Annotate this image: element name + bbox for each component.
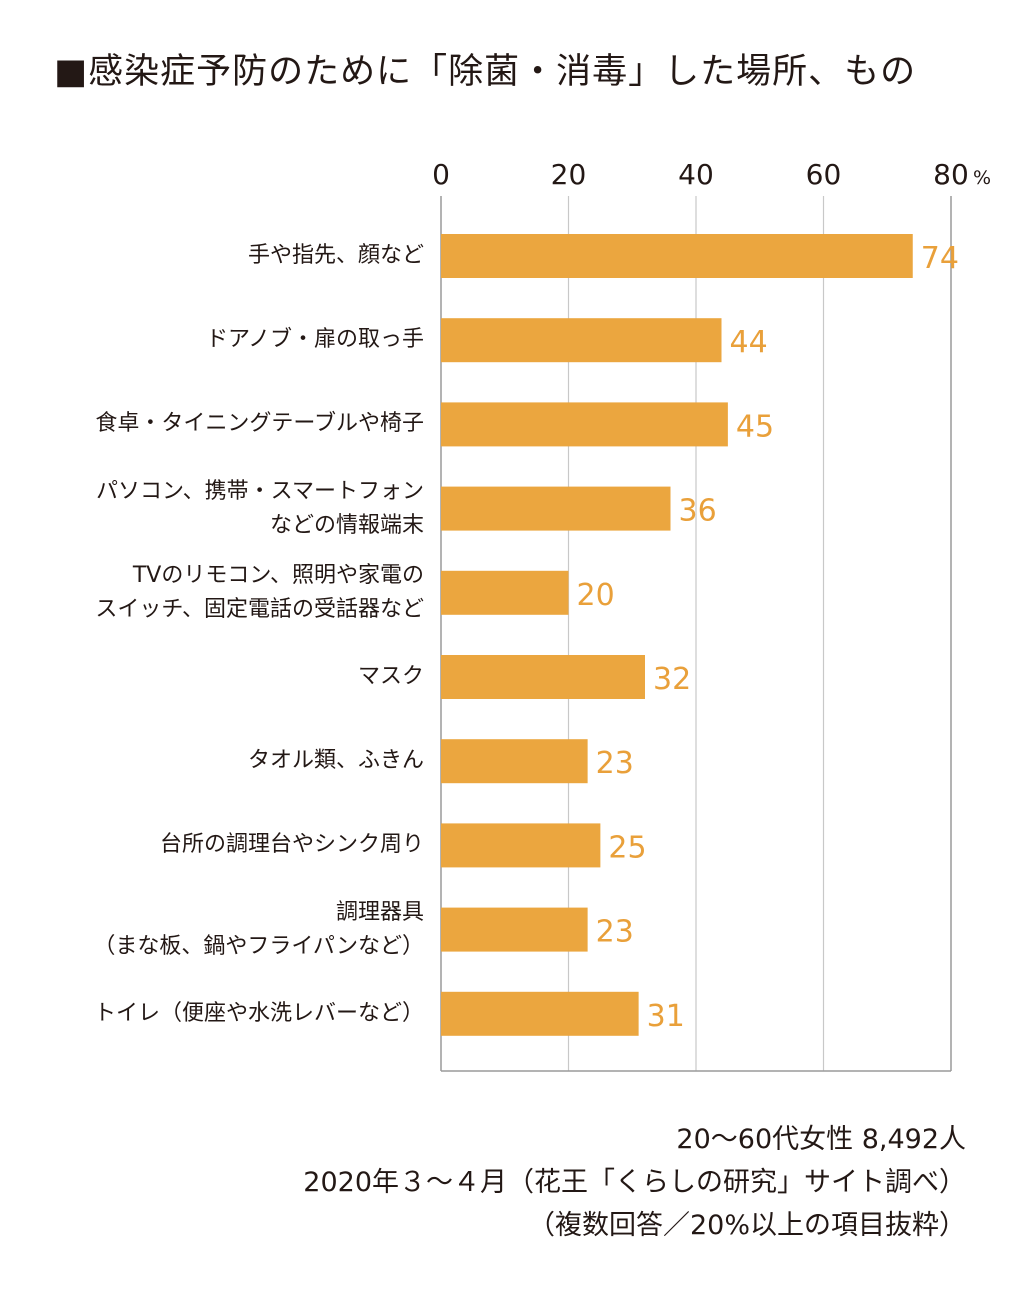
bar-2 xyxy=(441,402,728,447)
value-label-7: 25 xyxy=(608,830,646,865)
bar-5 xyxy=(441,655,645,699)
value-label-6: 23 xyxy=(596,746,634,781)
category-label-7: 台所の調理台やシンク周り xyxy=(160,828,424,862)
bar-4 xyxy=(441,570,569,615)
note-line-method: （複数回答／20%以上の項目抜粋） xyxy=(527,1210,966,1241)
category-label-line: 調理器具 xyxy=(335,899,424,925)
source-notes: 20〜60代女性 8,492人 2020年３〜４月（花王「くらしの研究」サイト調… xyxy=(303,1118,966,1247)
category-label-8: 調理器具 （まな板、鍋やフライパンなど） xyxy=(93,896,424,964)
value-label-3: 36 xyxy=(679,494,717,529)
category-label-line: スイッチ、固定電話の受話器など xyxy=(95,596,424,622)
category-label-line: 手や指先、顔など xyxy=(247,243,424,268)
category-label-5: マスク xyxy=(358,660,424,694)
tick-label-0: 0 xyxy=(432,158,450,191)
value-label-4: 20 xyxy=(577,578,615,613)
category-label-3: パソコン、携帯・スマートフォンなどの情報端末 xyxy=(96,475,424,543)
value-label-8: 23 xyxy=(596,915,634,950)
note-line-sample: 20〜60代女性 8,492人 xyxy=(676,1124,966,1155)
category-label-line: TVのリモコン、照明や家電の xyxy=(132,562,424,588)
bar-8 xyxy=(441,907,588,952)
note-line-date-source: 2020年３〜４月（花王「くらしの研究」サイト調べ） xyxy=(303,1167,966,1198)
category-label-line: ドアノブ・扉の取っ手 xyxy=(205,327,424,353)
category-label-line: マスク xyxy=(357,664,424,689)
category-label-line: タオル類、ふきん xyxy=(247,748,424,774)
category-label-1: ドアノブ・扉の取っ手 xyxy=(206,323,424,357)
category-label-line: などの情報端末 xyxy=(269,512,424,538)
value-label-0: 74 xyxy=(921,241,959,276)
axis-tick-labels: 0 20 40 60 80% xyxy=(432,158,991,191)
value-label-5: 32 xyxy=(653,662,691,697)
category-label-4: TVのリモコン、照明や家電のスイッチ、固定電話の受話器など xyxy=(95,559,424,627)
category-label-line: 台所の調理台やシンク周り xyxy=(159,832,424,858)
category-label-9: トイレ（便座や水洗レバーなど） xyxy=(94,997,424,1031)
bars xyxy=(441,234,913,1036)
bar-3 xyxy=(441,486,671,531)
tick-label-20: 20 xyxy=(551,158,587,191)
category-label-2: 食卓・タイニングテーブルや椅子 xyxy=(95,407,424,441)
bar-0 xyxy=(441,234,913,278)
value-label-2: 45 xyxy=(736,409,774,444)
unit-label: % xyxy=(973,167,991,189)
category-label-line: パソコン、携帯・スマートフォン xyxy=(95,478,424,504)
bar-7 xyxy=(441,823,601,868)
value-label-9: 31 xyxy=(647,999,685,1034)
category-label-0: 手や指先、顔など xyxy=(248,239,424,273)
tick-label-40: 40 xyxy=(678,158,714,191)
category-label-line: 食卓・タイニングテーブルや椅子 xyxy=(95,411,424,437)
bar-1 xyxy=(441,318,722,363)
value-labels: 74 44 45 36 20 32 23 25 23 31 xyxy=(577,241,959,1034)
category-label-line: トイレ（便座や水洗レバーなど） xyxy=(93,1000,424,1026)
bar-9 xyxy=(441,991,639,1036)
chart-title: ■感染症予防のために「除菌・消毒」した場所、もの xyxy=(54,52,917,92)
category-label-line: （まな板、鍋やフライパンなど） xyxy=(93,933,424,959)
category-label-6: タオル類、ふきん xyxy=(248,744,424,778)
tick-label-60: 60 xyxy=(806,158,842,191)
bar-6 xyxy=(441,739,588,784)
value-label-1: 44 xyxy=(730,325,768,360)
tick-label-80: 80 xyxy=(933,158,969,191)
